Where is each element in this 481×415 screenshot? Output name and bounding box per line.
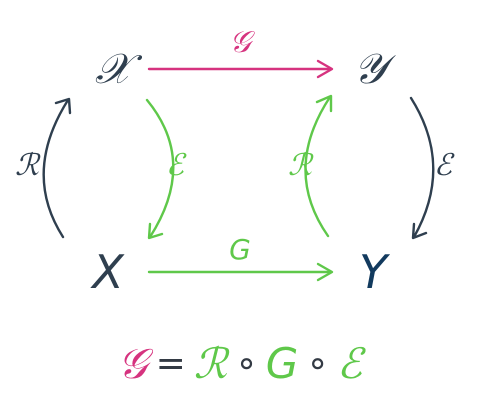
eq-g: G	[265, 339, 299, 388]
eq-e: ℰ	[336, 339, 363, 388]
arrow-inner-left	[145, 98, 175, 240]
label-inner-left: ℰ	[165, 148, 185, 183]
arrow-right-outer	[409, 96, 435, 240]
label-right-outer: ℰ	[433, 148, 453, 183]
eq-equals: =	[155, 343, 186, 384]
arrow-top	[147, 59, 334, 79]
eq-comp-2: ∘	[306, 343, 329, 384]
label-inner-right: ℛ	[288, 148, 312, 183]
node-cal-x: 𝒳	[94, 44, 132, 93]
label-bottom: G	[229, 233, 251, 266]
composition-equation: 𝒢 = ℛ ∘ G ∘ ℰ	[118, 343, 363, 385]
arrow-inner-right	[304, 94, 333, 238]
label-top: 𝒢	[229, 25, 251, 60]
label-left-outer: ℛ	[15, 148, 39, 183]
eq-r: ℛ	[193, 339, 228, 388]
arrow-bottom	[147, 262, 334, 282]
node-cal-y: 𝒴	[353, 44, 387, 93]
eq-lhs: 𝒢	[117, 339, 148, 388]
node-y: Y	[358, 245, 388, 299]
node-x: X	[92, 245, 124, 299]
eq-comp-1: ∘	[235, 343, 258, 384]
arrow-left-outer	[42, 97, 72, 239]
